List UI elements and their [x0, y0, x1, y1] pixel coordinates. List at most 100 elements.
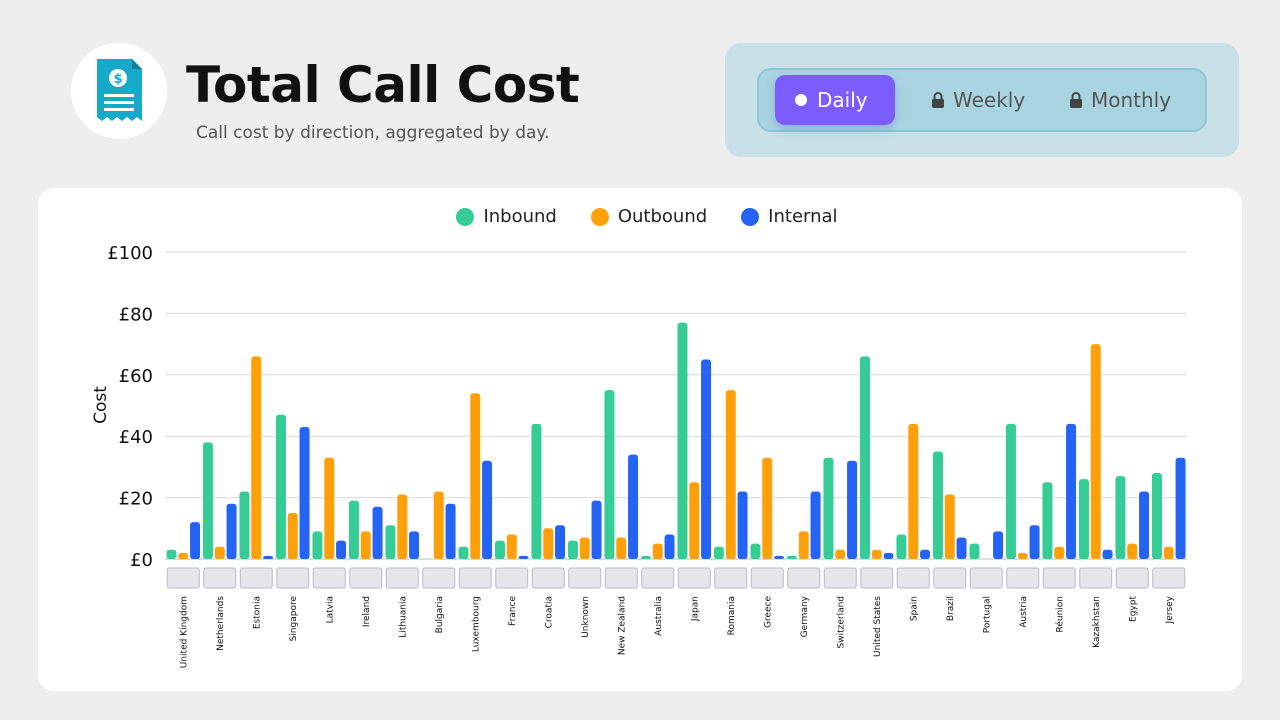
- bar-outbound: [214, 546, 225, 559]
- bar-inbound: [1151, 473, 1162, 559]
- country-flag-icon: [604, 567, 638, 589]
- x-tick-label: Réunion: [1054, 596, 1065, 633]
- period-weekly-button[interactable]: Weekly: [931, 75, 1051, 125]
- bar-inbound: [239, 491, 250, 559]
- bar-inbound: [567, 540, 578, 559]
- legend-label-outbound: Outbound: [617, 206, 708, 227]
- country-flag-icon: [641, 567, 675, 589]
- legend-swatch-inbound: [456, 207, 475, 226]
- country-flag-icon: [495, 567, 529, 589]
- bar-inbound: [932, 451, 943, 559]
- legend-label-internal: Internal: [768, 206, 838, 227]
- receipt-dollar-icon: $: [97, 59, 142, 121]
- lock-icon: [1070, 92, 1082, 108]
- bar-internal: [263, 555, 274, 559]
- x-tick-label: Singapore: [289, 596, 299, 642]
- bar-internal: [1029, 525, 1040, 559]
- bar-outbound: [944, 494, 955, 559]
- bar-internal: [1066, 423, 1077, 559]
- bar-inbound: [677, 322, 688, 559]
- period-daily-button[interactable]: Daily: [775, 75, 895, 125]
- bar-internal: [190, 522, 201, 559]
- legend-label-inbound: Inbound: [483, 206, 557, 227]
- bar-outbound: [652, 543, 663, 559]
- country-flag-icon: [750, 567, 784, 589]
- period-monthly-label: Monthly: [1091, 88, 1172, 112]
- country-flag-icon: [312, 567, 346, 589]
- x-tick-label: Jersey: [1165, 595, 1175, 624]
- x-tick-label: Spain: [909, 596, 919, 621]
- country-flag-icon: [677, 567, 711, 589]
- country-flag-icon: [1042, 567, 1076, 589]
- x-tick-label: Latvia: [325, 596, 335, 623]
- bar-outbound: [506, 534, 517, 559]
- x-tick-label: Estonia: [252, 596, 262, 629]
- bar-outbound: [1090, 344, 1101, 559]
- bar-internal: [774, 555, 785, 559]
- x-tick-label: Brazil: [946, 596, 956, 621]
- x-tick-label: Kazakhstan: [1092, 596, 1102, 648]
- legend-item-internal[interactable]: Internal: [741, 206, 838, 227]
- bar-inbound: [1005, 423, 1016, 559]
- chart-legend: Inbound Outbound Internal: [38, 206, 1242, 227]
- bar-outbound: [251, 356, 262, 559]
- logo-badge: $: [71, 43, 167, 139]
- bar-outbound: [762, 457, 773, 559]
- x-tick-label: Bulgaria: [435, 596, 445, 633]
- x-tick-label: Lithuania: [398, 596, 408, 638]
- country-flag-icon: [349, 567, 383, 589]
- country-flag-icon: [860, 567, 894, 589]
- country-flag-icon: [385, 567, 419, 589]
- bar-internal: [482, 460, 493, 559]
- legend-item-inbound[interactable]: Inbound: [456, 206, 557, 227]
- legend-item-outbound[interactable]: Outbound: [590, 206, 708, 227]
- bar-outbound: [616, 537, 627, 559]
- bar-inbound: [640, 555, 651, 559]
- y-tick-label: £80: [119, 304, 153, 325]
- country-flag-icon: [714, 567, 748, 589]
- country-flag-icon: [933, 567, 967, 589]
- bar-outbound: [287, 512, 298, 559]
- bar-internal: [920, 549, 931, 559]
- y-tick-label: £40: [119, 427, 153, 448]
- bar-internal: [737, 491, 748, 559]
- bar-internal: [664, 534, 675, 559]
- bar-internal: [555, 525, 566, 559]
- bar-inbound: [823, 457, 834, 559]
- bar-outbound: [360, 531, 371, 559]
- bar-outbound: [1054, 546, 1065, 559]
- bar-outbound: [1017, 552, 1028, 559]
- bar-internal: [628, 454, 639, 559]
- x-tick-label: Ireland: [362, 596, 372, 627]
- bar-internal: [518, 555, 529, 559]
- country-flag-icon: [568, 567, 602, 589]
- x-tick-label: New Zealand: [617, 596, 627, 655]
- bar-internal: [445, 503, 456, 559]
- country-flag-icon: [458, 567, 492, 589]
- bar-internal: [409, 531, 420, 559]
- period-panel: Daily Weekly Monthly: [725, 43, 1239, 157]
- bar-inbound: [458, 546, 469, 559]
- bar-inbound: [1042, 482, 1053, 559]
- country-flag-icon: [787, 567, 821, 589]
- bar-outbound: [324, 457, 335, 559]
- bar-inbound: [1078, 479, 1089, 559]
- bar-outbound: [908, 423, 919, 559]
- period-toggle: Daily Weekly Monthly: [757, 68, 1207, 132]
- bar-outbound: [1163, 546, 1174, 559]
- dot-icon: [795, 94, 807, 106]
- bar-internal: [701, 359, 712, 559]
- x-tick-label: Portugal: [982, 596, 992, 633]
- x-tick-label: Germany: [800, 595, 810, 637]
- bar-inbound: [896, 534, 907, 559]
- lock-icon: [932, 92, 944, 108]
- bar-inbound: [202, 442, 213, 559]
- period-monthly-button[interactable]: Monthly: [1069, 75, 1189, 125]
- bar-outbound: [433, 491, 444, 559]
- country-flag-icon: [1006, 567, 1040, 589]
- bar-internal: [956, 537, 967, 559]
- bar-inbound: [786, 555, 797, 559]
- bar-internal: [372, 506, 383, 559]
- period-weekly-label: Weekly: [953, 88, 1026, 112]
- x-tick-label: Romania: [727, 596, 737, 635]
